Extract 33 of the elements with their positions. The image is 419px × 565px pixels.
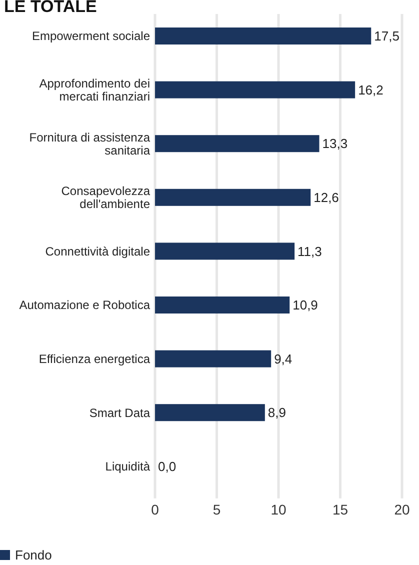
bar — [155, 28, 372, 44]
y-tick-label: Smart Data — [89, 406, 150, 420]
data-label: 11,3 — [298, 244, 322, 259]
y-tick-label: Connettività digitale — [45, 244, 150, 258]
y-tick-label: Approfondimento dei mercati finanziari — [39, 76, 150, 104]
y-tick-label: Consapevolezza dell'ambiente — [61, 184, 150, 212]
y-tick-label: Fornitura di assistenza sanitaria — [29, 130, 150, 158]
bar — [155, 188, 311, 206]
x-tick-label: 5 — [212, 501, 221, 518]
data-label: 9,4 — [274, 351, 292, 366]
legend-label: Fondo — [15, 548, 52, 563]
x-tick-label: 0 — [151, 501, 160, 518]
x-tick-label: 20 — [394, 501, 410, 518]
data-label: 8,9 — [268, 405, 286, 420]
data-label: 12,6 — [314, 190, 339, 205]
bar — [155, 81, 356, 98]
data-label: 0,0 — [158, 458, 176, 474]
y-tick-label: Liquidità — [105, 460, 150, 474]
chart-title: LE TOTALE — [4, 0, 97, 16]
y-tick-label: Empowerment sociale — [32, 29, 150, 44]
bar — [155, 296, 290, 314]
bar — [155, 135, 320, 152]
bar — [155, 350, 272, 368]
data-label: 13,3 — [322, 136, 348, 152]
y-tick-label: Automazione e Robotica — [19, 298, 150, 312]
data-label: 10,9 — [292, 298, 318, 313]
bar — [155, 404, 265, 422]
y-tick-label: Efficienza energetica — [38, 352, 150, 366]
data-label: 16,2 — [358, 82, 384, 98]
x-tick-label: 10 — [270, 501, 286, 518]
x-tick-label: 15 — [332, 501, 348, 518]
data-label: 17,5 — [374, 28, 400, 44]
bar — [155, 242, 295, 260]
